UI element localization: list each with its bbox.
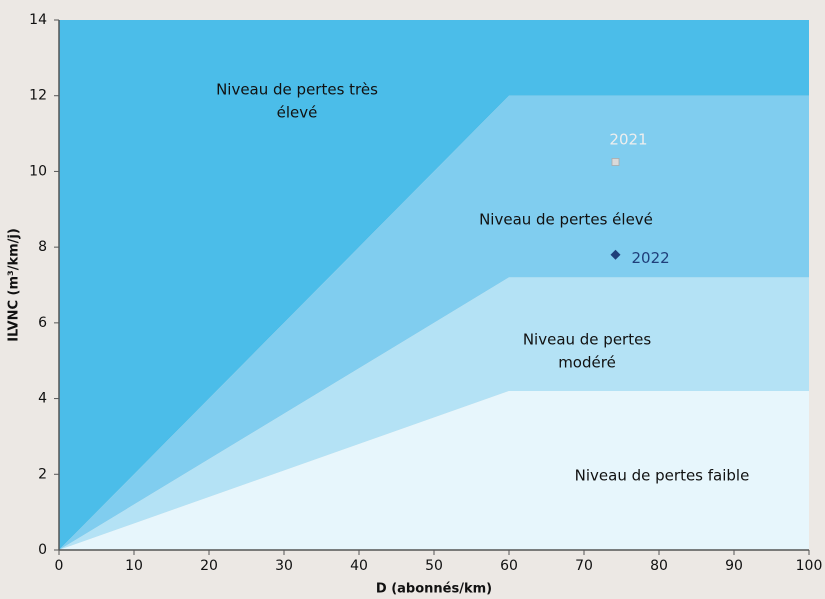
y-tick-label: 10 bbox=[29, 163, 47, 179]
y-tick-label: 4 bbox=[38, 391, 47, 407]
y-tick-label: 6 bbox=[38, 315, 47, 331]
y-axis-label: ILVNC (m³/km/j) bbox=[7, 228, 22, 342]
zone-label: Niveau de pertes faible bbox=[575, 467, 750, 485]
y-tick-label: 0 bbox=[38, 542, 47, 558]
x-axis-label: D (abonnés/km) bbox=[376, 582, 492, 597]
zone bbox=[59, 277, 809, 550]
point bbox=[611, 158, 620, 166]
x-tick-label: 100 bbox=[796, 558, 823, 574]
point-label: 2022 bbox=[632, 249, 670, 267]
x-tick-label: 70 bbox=[575, 558, 593, 574]
zone-label: élevé bbox=[277, 104, 318, 122]
y-tick-label: 12 bbox=[29, 88, 47, 104]
zone bbox=[59, 20, 809, 550]
y-tick-label: 14 bbox=[29, 12, 47, 28]
x-tick-label: 50 bbox=[425, 558, 443, 574]
x-tick-label: 10 bbox=[125, 558, 143, 574]
y-tick-label: 8 bbox=[38, 239, 47, 255]
x-tick-label: 90 bbox=[725, 558, 743, 574]
zone-label: Niveau de pertes très bbox=[216, 81, 378, 99]
y-tick-label: 2 bbox=[38, 466, 47, 482]
zone bbox=[59, 95, 809, 550]
zone bbox=[59, 391, 809, 550]
x-tick-label: 0 bbox=[55, 558, 64, 574]
x-tick-label: 80 bbox=[650, 558, 668, 574]
point bbox=[610, 249, 621, 260]
zone-label: Niveau de pertes élevé bbox=[479, 211, 653, 229]
x-tick-label: 60 bbox=[500, 558, 518, 574]
zone-label: modéré bbox=[558, 354, 616, 372]
point-label: 2021 bbox=[609, 130, 647, 148]
x-tick-label: 30 bbox=[275, 558, 293, 574]
x-tick-label: 40 bbox=[350, 558, 368, 574]
x-tick-label: 20 bbox=[200, 558, 218, 574]
zone-label: Niveau de pertes bbox=[523, 331, 652, 349]
